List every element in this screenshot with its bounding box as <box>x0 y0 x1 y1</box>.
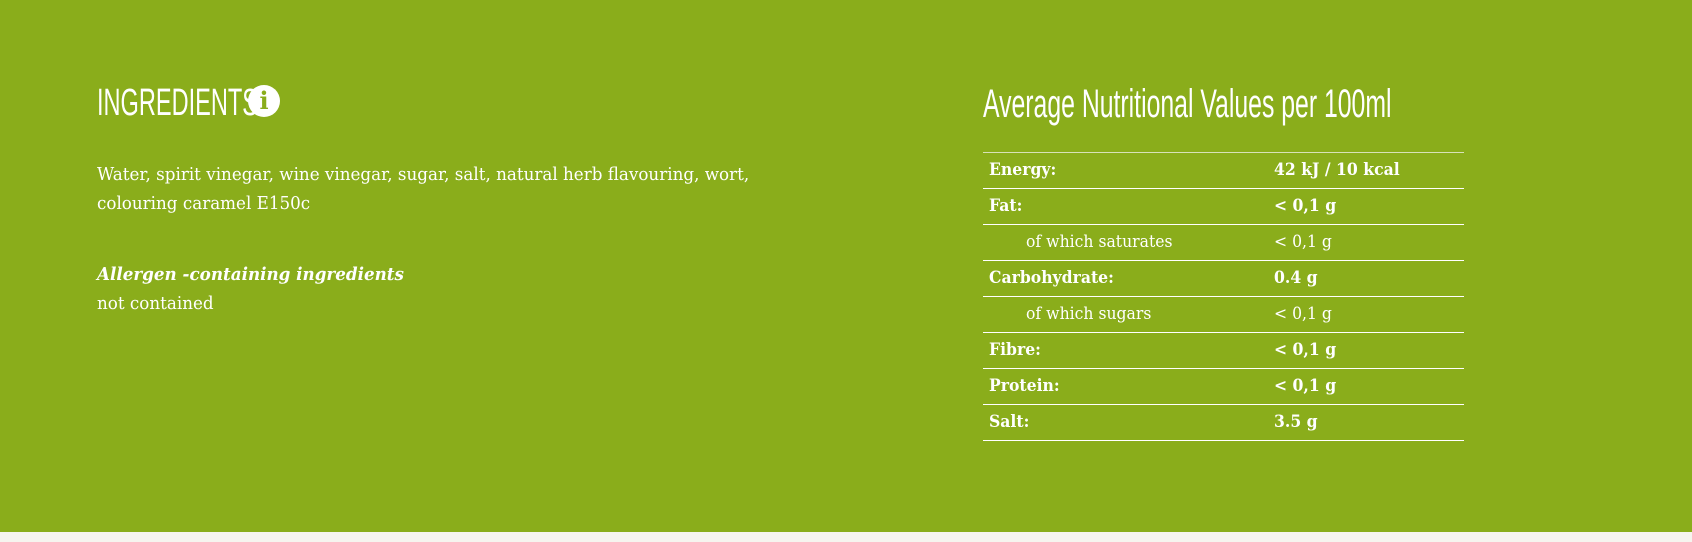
row-label: Fibre: <box>989 340 1041 360</box>
allergen-label: Allergen -containing ingredients <box>97 264 404 285</box>
table-row: Salt: 3.5 g <box>983 405 1464 441</box>
row-label: Energy: <box>989 160 1057 180</box>
row-label: of which saturates <box>1026 232 1173 252</box>
nutrition-title: Average Nutritional Values per 100ml <box>983 82 1392 126</box>
row-value: < 0,1 g <box>1274 304 1332 324</box>
row-label: Fat: <box>989 196 1023 216</box>
nutrition-table: Energy: 42 kJ / 10 kcal Fat: < 0,1 g of wh… <box>983 152 1464 441</box>
row-label: of which sugars <box>1026 304 1152 324</box>
table-row: Carbohydrate: 0.4 g <box>983 261 1464 297</box>
table-row: Fibre: < 0,1 g <box>983 333 1464 369</box>
row-value: < 0,1 g <box>1274 376 1337 396</box>
row-label: Salt: <box>989 412 1030 432</box>
row-value: 3.5 g <box>1274 412 1318 432</box>
row-value: 0.4 g <box>1274 268 1318 288</box>
row-label: Carbohydrate: <box>989 268 1114 288</box>
table-row: Fat: < 0,1 g <box>983 189 1464 225</box>
row-label: Protein: <box>989 376 1060 396</box>
table-row: of which saturates < 0,1 g <box>983 225 1464 261</box>
table-row: Protein: < 0,1 g <box>983 369 1464 405</box>
row-value: 42 kJ / 10 kcal <box>1274 160 1400 180</box>
row-value: < 0,1 g <box>1274 232 1332 252</box>
info-icon[interactable]: i <box>248 85 280 117</box>
ingredients-title: INGREDIENTS <box>97 82 259 124</box>
row-value: < 0,1 g <box>1274 196 1337 216</box>
allergen-value: not contained <box>97 293 214 314</box>
ingredients-text: Water, spirit vinegar, wine vinegar, sug… <box>97 164 750 214</box>
table-row: Energy: 42 kJ / 10 kcal <box>983 153 1464 189</box>
table-row: of which sugars < 0,1 g <box>983 297 1464 333</box>
row-value: < 0,1 g <box>1274 340 1337 360</box>
